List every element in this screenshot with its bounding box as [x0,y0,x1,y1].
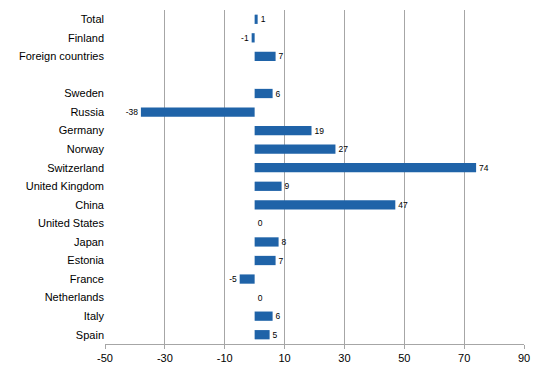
svg-text:Russia: Russia [70,106,105,118]
svg-text:China: China [75,199,105,211]
svg-text:6: 6 [276,89,281,99]
svg-text:Finland: Finland [68,32,104,44]
svg-text:-10: -10 [217,352,233,364]
svg-text:19: 19 [315,126,325,136]
svg-text:Sweden: Sweden [64,87,104,99]
svg-text:United Kingdom: United Kingdom [26,180,104,192]
svg-text:9: 9 [285,181,290,191]
svg-text:France: France [70,273,104,285]
svg-text:United States: United States [38,217,105,229]
svg-text:Switzerland: Switzerland [47,162,104,174]
svg-text:-38: -38 [126,107,139,117]
svg-text:Norway: Norway [67,143,105,155]
svg-text:6: 6 [276,311,281,321]
svg-text:74: 74 [479,163,489,173]
svg-text:Japan: Japan [74,236,104,248]
svg-text:10: 10 [278,352,290,364]
svg-text:Germany: Germany [59,124,105,136]
svg-text:Estonia: Estonia [67,254,105,266]
svg-text:5: 5 [273,330,278,340]
svg-text:-30: -30 [157,352,173,364]
svg-text:-5: -5 [229,274,237,284]
svg-text:1: 1 [261,14,266,24]
svg-text:0: 0 [258,293,263,303]
svg-text:70: 70 [458,352,470,364]
svg-text:8: 8 [282,237,287,247]
svg-text:Total: Total [81,13,104,25]
svg-text:Spain: Spain [76,329,104,341]
svg-text:27: 27 [338,144,348,154]
svg-text:Italy: Italy [84,310,105,322]
svg-text:Foreign countries: Foreign countries [19,50,104,62]
svg-text:Netherlands: Netherlands [45,291,105,303]
svg-text:30: 30 [338,352,350,364]
svg-text:-1: -1 [241,33,249,43]
svg-text:50: 50 [398,352,410,364]
svg-text:7: 7 [279,51,284,61]
svg-text:90: 90 [518,352,530,364]
svg-text:7: 7 [279,256,284,266]
svg-text:-50: -50 [97,352,113,364]
svg-text:47: 47 [398,200,408,210]
svg-text:0: 0 [258,218,263,228]
